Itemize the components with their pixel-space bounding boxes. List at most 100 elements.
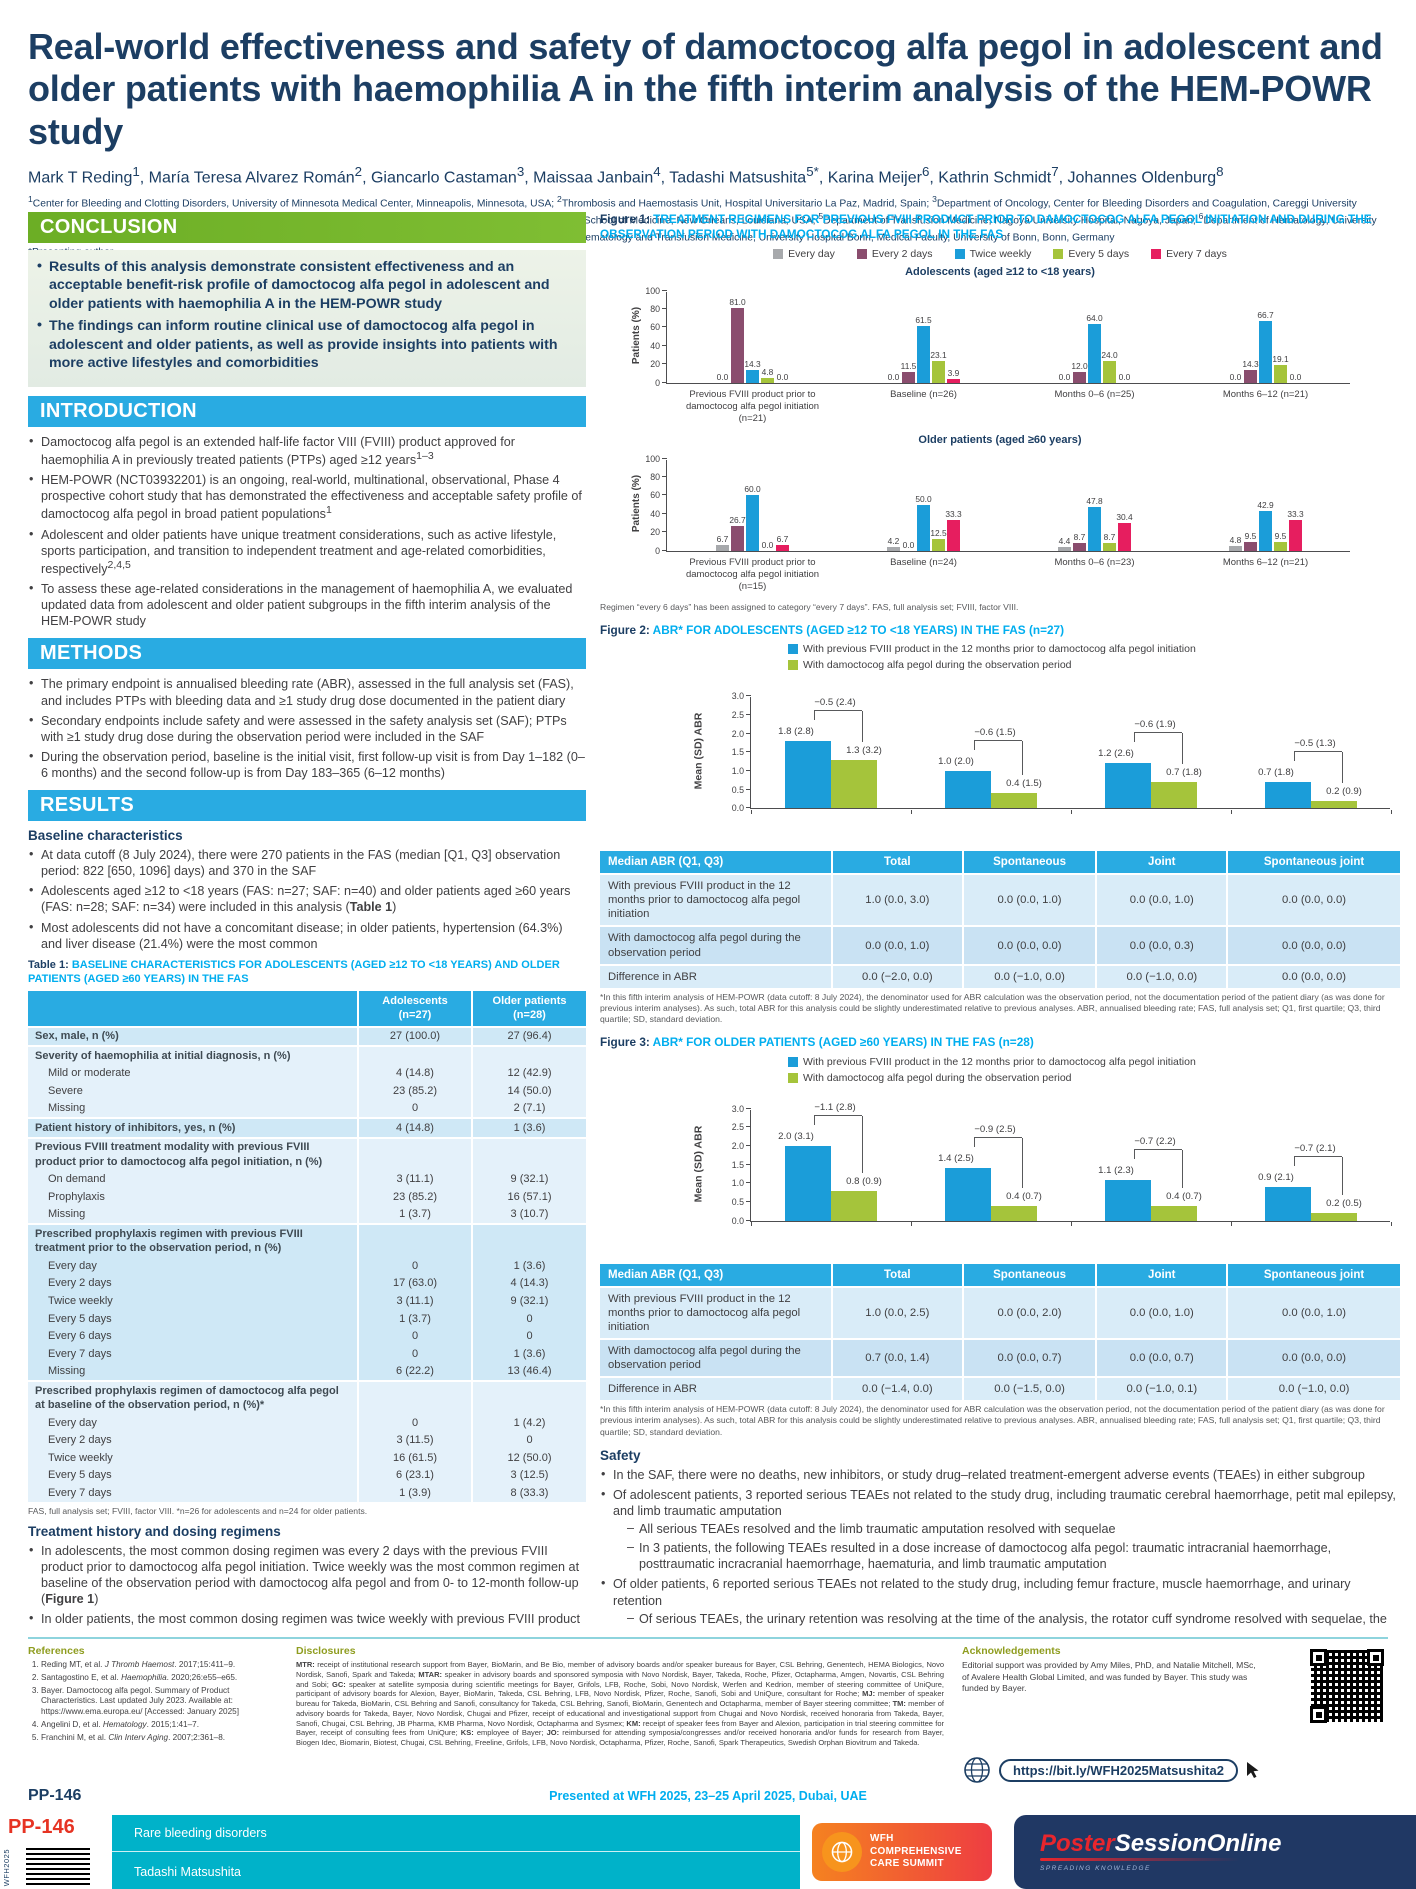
bar-value-label: 60.0 — [744, 484, 761, 495]
baseline-bullets: At data cutoff (8 July 2024), there were… — [28, 846, 586, 952]
y-tick — [662, 494, 667, 496]
wfh-summit-logo: WFH COMPREHENSIVE CARE SUMMIT — [812, 1823, 992, 1881]
bullet-item: HEM-POWR (NCT03932201) is an ongoing, re… — [28, 471, 586, 523]
table-row: With previous FVIII product in the 12 mo… — [600, 874, 1400, 927]
cell: 1.0 (0.0, 3.0) — [831, 874, 963, 927]
difference-bracket — [1134, 1148, 1182, 1150]
legend-swatch — [856, 248, 867, 259]
cursor-icon — [1246, 1762, 1259, 1778]
y-tick-label: 0.0 — [731, 1215, 744, 1226]
bracket-left — [1134, 733, 1135, 743]
y-tick-label: 1.0 — [731, 1178, 744, 1189]
row-label: Every 6 days — [28, 1327, 358, 1346]
legend-item: Twice weekly — [954, 247, 1032, 260]
adolescents-value: 4 (14.8) — [357, 1064, 472, 1083]
bar — [776, 544, 789, 551]
bullet-item: The primary endpoint is annualised bleed… — [28, 675, 586, 708]
y-tick — [662, 326, 667, 328]
wfh-logo-text: WFH COMPREHENSIVE CARE SUMMIT — [870, 1833, 962, 1870]
y-tick-label: 0 — [655, 377, 660, 388]
table-row: Every 2 days 17 (63.0) 4 (14.3) — [28, 1274, 586, 1293]
bracket-left — [974, 1138, 975, 1148]
bar-value-label: 12.0 — [1071, 360, 1088, 371]
disclosures-text: MTR: receipt of institutional research s… — [296, 1660, 945, 1747]
bar-value-label: 42.9 — [1257, 500, 1274, 511]
adolescents-value: 0 — [357, 1345, 472, 1363]
column-header: Adolescents (n=27) — [357, 991, 472, 1027]
plot-area: 0.0 0.5 1.0 1.5 2.0 2.5 3.0 1.8 (2.8) 1.3 (3.2) −… — [732, 691, 1392, 814]
bar-value-label: 0.0 — [1118, 371, 1131, 382]
older-value: 9 (32.1) — [471, 1170, 586, 1189]
bar-value-label: 47.8 — [1086, 495, 1103, 506]
bar-previous-fviii — [945, 770, 991, 809]
adolescents-value: 17 (63.0) — [357, 1274, 472, 1293]
y-axis-label: Mean (SD) ABR — [692, 1125, 705, 1202]
y-tick — [662, 381, 667, 383]
figure3-legend: With previous FVIII product in the 12 mo… — [788, 1056, 1400, 1084]
column-header: Spontaneous — [961, 1262, 1097, 1287]
y-tick-label: 1.5 — [731, 747, 744, 758]
legend-swatch — [1053, 248, 1064, 259]
table-row: Twice weekly 16 (61.5) 12 (50.0) — [28, 1449, 586, 1467]
bar-value-label: 64.0 — [1086, 312, 1103, 323]
bar-value-label: 1.4 (2.5) — [938, 1153, 974, 1165]
difference-label: −1.1 (2.8) — [814, 1102, 856, 1113]
y-tick — [746, 807, 751, 809]
bar-value-label: 26.7 — [729, 515, 746, 526]
bullet-item: At data cutoff (8 July 2024), there were… — [28, 846, 586, 879]
difference-label: −0.6 (1.5) — [974, 726, 1016, 738]
x-tick — [910, 809, 912, 814]
authors: Mark T Reding1, María Teresa Alvarez Rom… — [28, 164, 1224, 187]
older-value: 27 (96.4) — [471, 1025, 586, 1047]
cell: 0.0 (0.0, 0.0) — [961, 926, 1097, 965]
bar — [1274, 541, 1287, 551]
poster-url-link[interactable]: https://bit.ly/WFH2025Matsushita2 — [999, 1758, 1238, 1782]
safety-sub-list: Of serious TEAEs, the urinary retention … — [627, 1610, 1400, 1630]
references-heading: References — [28, 1645, 85, 1657]
x-category-label: Previous FVIII product prior to damoctoc… — [685, 388, 820, 425]
acknowledgements-text: Editorial support was provided by Amy Mi… — [962, 1660, 1256, 1694]
bar — [1088, 506, 1101, 551]
bar-value-label: 0.0 — [1289, 371, 1302, 382]
bracket-left — [814, 1116, 815, 1125]
row-label: Every 2 days — [28, 1431, 358, 1450]
table-row: Difference in ABR 0.0 (−1.4, 0.0) 0.0 (−1.… — [600, 1377, 1400, 1401]
row-label: Every 7 days — [28, 1484, 358, 1502]
bar-previous-fviii — [785, 740, 831, 809]
table-row: On demand 3 (11.1) 9 (32.1) — [28, 1170, 586, 1189]
panel-title: Adolescents (aged ≥12 to <18 years) — [905, 265, 1095, 278]
y-tick — [662, 531, 667, 533]
safety-section: Safety In the SAF, there were no deaths,… — [600, 1448, 1400, 1630]
legend-label: Twice weekly — [969, 247, 1032, 260]
figure3-title: Figure 3: ABR* FOR OLDER PATIENTS (AGED … — [600, 1035, 1034, 1050]
table-row: Severity of haemophilia at initial diagn… — [28, 1045, 586, 1065]
bar-previous-fviii — [1265, 1187, 1311, 1221]
bar — [761, 378, 774, 383]
right-column: Figure 1: TREATMENT REGIMENS FOR PREVIOU… — [600, 212, 1400, 1630]
conclusion-body: Results of this analysis demonstrate con… — [28, 250, 586, 387]
bar-value-label: 66.7 — [1257, 310, 1274, 321]
difference-bracket — [814, 1115, 862, 1116]
cell: 0.0 (0.0, 0.0) — [1226, 964, 1400, 988]
y-tick-label: 40 — [650, 340, 660, 351]
table-row: Every day 0 1 (3.6) — [28, 1257, 586, 1275]
x-category-label: Months 0–6 (n=25) — [1054, 388, 1135, 400]
adolescents-value: 23 (85.2) — [357, 1188, 472, 1206]
y-tick — [746, 713, 751, 715]
bar-value-label: 8.7 — [1103, 531, 1116, 542]
figure3-chart: Mean (SD) ABR 0.0 0.5 1.0 1.5 2.0 2.5 3.0 2.0 (3… — [600, 1102, 1400, 1252]
cell: 0.0 (−1.0, 0.1) — [1095, 1377, 1228, 1401]
legend-swatch — [773, 248, 784, 259]
cell: 0.0 (−1.0, 0.0) — [1095, 964, 1228, 988]
results-heading: RESULTS — [28, 790, 586, 822]
poster-header: Real-world effectiveness and safety of d… — [0, 0, 1416, 258]
bar — [1073, 371, 1086, 383]
bar-damoctocog — [1151, 782, 1197, 809]
figure2-median-abr-table: Median ABR (Q1, Q3) Total Spontaneous Joint… — [600, 849, 1400, 988]
row-label: Every 2 days — [28, 1274, 358, 1293]
adolescents-value: 23 (85.2) — [357, 1082, 472, 1100]
safety-bullet: In the SAF, there were no deaths, new in… — [600, 1466, 1400, 1483]
adolescents-value: 1 (3.7) — [357, 1205, 472, 1225]
bottom-zone: References Reding MT, et al. J Thromb Ha… — [0, 1629, 1416, 1889]
bar-damoctocog — [1151, 1205, 1197, 1221]
